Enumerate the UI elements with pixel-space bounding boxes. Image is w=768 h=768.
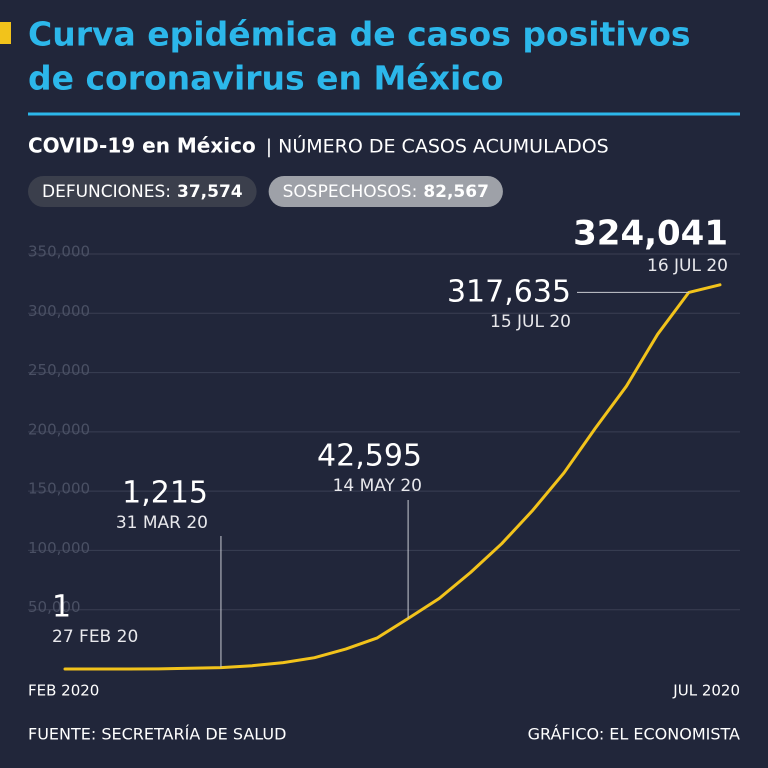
source: FUENTE: SECRETARÍA DE SALUD [28,725,286,744]
subtitle-bold: COVID-19 en México [28,134,256,158]
pill-bg [28,176,257,207]
stat-value: 82,567 [423,182,489,202]
y-tick-label: 200,000 [28,420,90,438]
y-tick-label: 100,000 [28,539,90,557]
stat-label: SOSPECHOSOS: [283,182,418,202]
credit: GRÁFICO: EL ECONOMISTA [528,725,740,744]
chart-title: Curva epidémica de casos positivos [28,15,691,54]
stat-label: DEFUNCIONES: [42,182,171,202]
annotation-value: 324,041 [573,214,728,254]
annotation-date: 27 FEB 20 [52,627,138,647]
y-tick-label: 150,000 [28,480,90,498]
annotation-value: 1,215 [122,476,208,511]
stat-pill: DEFUNCIONES: 37,574 [28,176,257,207]
data-line [63,283,722,671]
annotation-value: 42,595 [317,439,422,474]
annotation-value: 317,635 [447,275,571,310]
stat-value: 37,574 [177,182,243,202]
annotation-date: 14 MAY 20 [333,476,422,496]
pill-bg [268,176,503,207]
plot: 50,000 100,000 150,000 200,000 250,000 300,00… [28,214,740,671]
y-tick-label: 250,000 [28,361,90,379]
x-tick-label: JUL 2020 [672,682,740,700]
annotation-date: 16 JUL 20 [647,256,728,276]
chart-title: de coronavirus en México [28,59,504,98]
annotation-date: 15 JUL 20 [490,312,571,332]
y-tick-label: 300,000 [28,302,90,320]
y-tick-label: 50,000 [28,598,81,616]
annotation-date: 31 MAR 20 [116,513,208,533]
x-tick-label: FEB 2020 [28,682,99,700]
annotation-value: 1 [52,590,71,625]
subtitle: | NÚMERO DE CASOS ACUMULADOS [266,134,609,158]
accent-bar [0,22,11,44]
stat-pill: SOSPECHOSOS: 82,567 [268,176,503,207]
y-tick-label: 350,000 [28,243,90,261]
